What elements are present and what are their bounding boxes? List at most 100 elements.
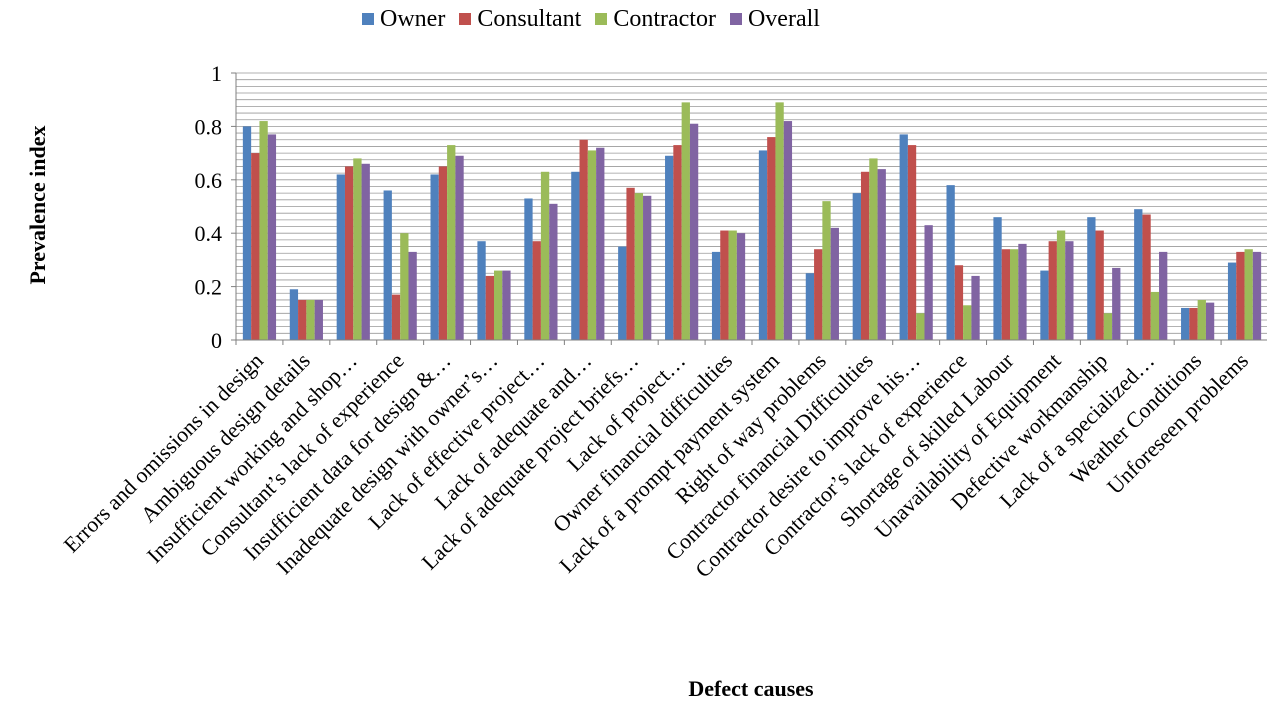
bar-consultant-3 — [391, 294, 401, 340]
bar-consultant-0 — [251, 153, 260, 340]
legend-label-owner: Owner — [380, 5, 446, 32]
y-tick-label: 0.2 — [195, 275, 223, 300]
bar-owner-1 — [289, 289, 299, 340]
bar-overall-8 — [643, 195, 652, 340]
legend-item-owner: Owner — [362, 6, 445, 33]
y-tick-label: 1 — [211, 61, 222, 86]
chart-legend: Owner Consultant Contractor Overall — [362, 4, 834, 34]
legend-label-consultant: Consultant — [477, 5, 582, 32]
bar-consultant-21 — [1236, 251, 1245, 340]
bar-contractor-5 — [494, 270, 503, 340]
bar-owner-19 — [1134, 209, 1143, 340]
bar-contractor-17 — [1056, 230, 1066, 340]
bar-consultant-9 — [673, 145, 682, 340]
bar-overall-18 — [1112, 267, 1121, 340]
bar-owner-5 — [477, 241, 486, 340]
bar-overall-5 — [502, 270, 511, 340]
legend-item-contractor: Contractor — [595, 6, 716, 33]
legend-label-contractor: Contractor — [613, 5, 716, 32]
bar-overall-6 — [549, 203, 558, 340]
y-tick-label: 0.6 — [195, 168, 223, 193]
bar-overall-12 — [830, 227, 839, 340]
bar-overall-19 — [1159, 251, 1168, 340]
bar-overall-3 — [408, 251, 417, 340]
bar-consultant-1 — [298, 299, 307, 340]
bar-contractor-1 — [306, 299, 315, 340]
bar-owner-18 — [1087, 217, 1096, 340]
bar-owner-14 — [899, 134, 908, 340]
bar-consultant-14 — [907, 145, 917, 340]
bar-owner-21 — [1227, 262, 1237, 340]
bar-overall-0 — [267, 134, 277, 340]
bar-overall-9 — [689, 123, 699, 340]
bar-owner-7 — [571, 171, 580, 340]
bar-owner-3 — [383, 190, 392, 340]
bar-consultant-11 — [767, 137, 776, 340]
bar-contractor-9 — [681, 102, 690, 341]
bar-consultant-2 — [344, 166, 354, 340]
bar-overall-20 — [1205, 302, 1215, 340]
bar-consultant-18 — [1095, 230, 1104, 340]
bar-owner-2 — [336, 174, 345, 340]
bar-overall-11 — [783, 121, 793, 340]
bar-contractor-15 — [963, 305, 972, 340]
bar-contractor-10 — [728, 230, 737, 340]
bar-consultant-6 — [532, 241, 541, 340]
bar-owner-10 — [711, 251, 721, 340]
bar-consultant-8 — [626, 187, 635, 340]
x-axis-label: Defect causes — [688, 676, 814, 701]
bar-contractor-3 — [400, 233, 409, 340]
bar-consultant-17 — [1048, 241, 1057, 340]
bar-overall-17 — [1065, 241, 1074, 340]
bar-overall-7 — [596, 147, 605, 340]
bar-owner-4 — [430, 174, 439, 340]
bar-overall-1 — [314, 299, 323, 340]
bar-owner-16 — [993, 217, 1002, 340]
bar-overall-2 — [361, 163, 370, 340]
bar-contractor-12 — [822, 201, 831, 340]
bar-consultant-10 — [720, 230, 729, 340]
bar-contractor-6 — [540, 171, 550, 340]
bar-contractor-16 — [1010, 249, 1019, 340]
bar-consultant-7 — [579, 139, 588, 340]
bar-contractor-13 — [869, 158, 878, 340]
bar-owner-20 — [1181, 307, 1190, 340]
legend-item-consultant: Consultant — [459, 6, 581, 33]
y-tick-label: 0 — [211, 328, 222, 353]
y-tick-label: 0.4 — [195, 221, 223, 246]
legend-item-overall: Overall — [729, 6, 820, 33]
bar-contractor-20 — [1197, 299, 1206, 340]
y-tick-label: 0.8 — [195, 114, 223, 139]
bar-overall-15 — [971, 275, 980, 340]
bar-contractor-11 — [775, 102, 784, 341]
y-axis-label: Prevalence index — [25, 125, 50, 285]
bar-overall-21 — [1252, 251, 1262, 340]
bar-overall-13 — [877, 169, 886, 340]
bar-consultant-13 — [860, 171, 870, 340]
bar-overall-10 — [736, 233, 746, 340]
bar-contractor-2 — [353, 158, 362, 340]
bar-contractor-0 — [259, 121, 268, 340]
bar-owner-6 — [524, 198, 533, 340]
bar-consultant-19 — [1142, 214, 1151, 340]
bar-owner-15 — [946, 185, 955, 340]
bar-owner-9 — [665, 155, 674, 340]
bar-overall-16 — [1018, 243, 1027, 340]
bar-consultant-4 — [438, 166, 448, 340]
legend-swatch-owner — [362, 13, 374, 25]
bar-owner-11 — [758, 150, 768, 340]
bar-contractor-8 — [634, 193, 644, 340]
bar-contractor-21 — [1244, 249, 1253, 340]
bar-owner-12 — [805, 273, 815, 340]
bar-contractor-14 — [916, 313, 925, 340]
legend-swatch-contractor — [595, 13, 608, 25]
bar-contractor-18 — [1103, 313, 1113, 340]
bar-consultant-5 — [485, 275, 494, 340]
bar-consultant-12 — [814, 249, 823, 340]
bar-contractor-4 — [447, 145, 456, 340]
bar-contractor-19 — [1150, 291, 1160, 340]
bar-owner-13 — [852, 193, 861, 340]
bar-owner-8 — [618, 246, 627, 340]
bar-contractor-7 — [587, 150, 597, 340]
